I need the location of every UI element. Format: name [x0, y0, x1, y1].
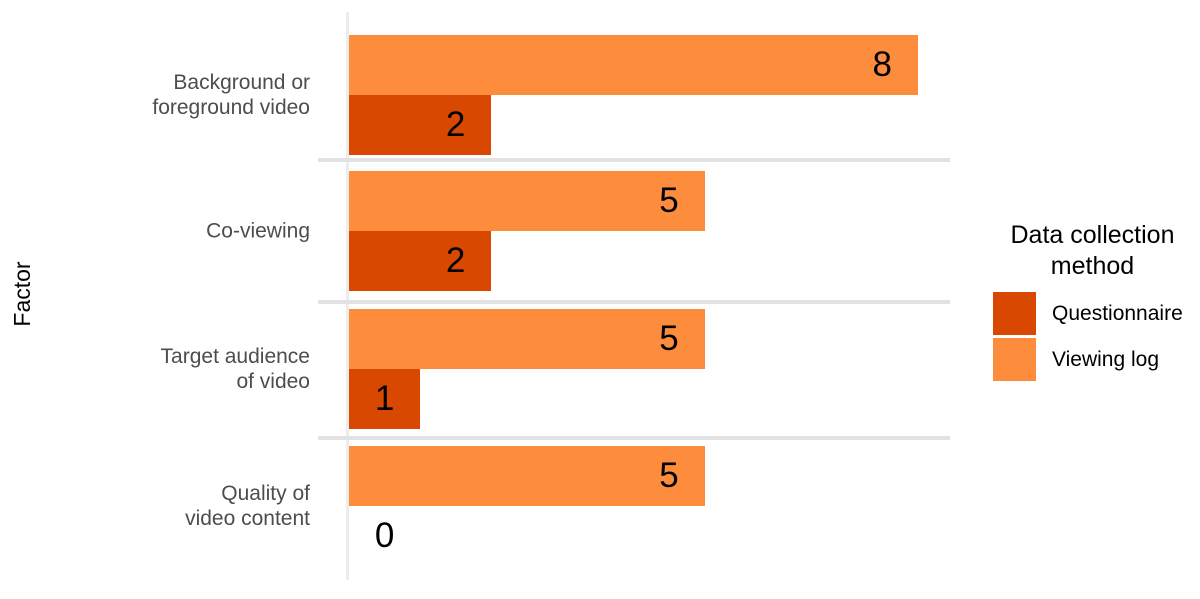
legend-title: Data collection method: [1010, 221, 1175, 280]
legend: Data collection method Questionnaire Vie…: [990, 220, 1195, 384]
value-label: 5: [659, 319, 679, 358]
value-label: 5: [659, 181, 679, 220]
category-label: Co-viewing: [206, 219, 310, 243]
value-label: 1: [374, 379, 395, 418]
legend-items: Questionnaire Viewing log: [990, 292, 1195, 381]
category-separator: [318, 158, 950, 162]
value-label: 2: [445, 105, 466, 144]
bar-viewing-log: [349, 446, 705, 506]
category-label: Background or foreground video: [152, 71, 310, 119]
value-label: 5: [659, 456, 679, 495]
bar-viewing-log: [349, 35, 918, 95]
legend-swatch-viewing-log: [993, 338, 1036, 381]
zero-gridline: [346, 12, 349, 580]
value-label: 0: [374, 516, 395, 555]
category-separator: [318, 436, 950, 440]
bar-group-target-audience-of-video: Target audience of video 5 1: [161, 309, 950, 429]
category-label: Target audience of video: [160, 345, 310, 393]
bar-group-co-viewing: Co-viewing 5 2: [206, 171, 950, 291]
value-label: 8: [872, 45, 892, 84]
legend-item-label: Questionnaire: [1052, 301, 1183, 325]
bar-group-background-or-foreground-video: Background or foreground video 8 2: [152, 35, 950, 155]
bar-viewing-log: [349, 309, 705, 369]
bar-questionnaire: [349, 369, 421, 429]
legend-item-viewing-log: Viewing log: [990, 338, 1195, 381]
bar-group-quality-of-video-content: Quality of video content 5 0: [185, 446, 950, 566]
bar-questionnaire: [349, 95, 492, 155]
bar-questionnaire: [349, 231, 492, 291]
plot-panel: Background or foreground video 8 2 Co-vi…: [152, 12, 950, 580]
category-label: Quality of video content: [185, 482, 310, 530]
value-label: 2: [445, 241, 466, 280]
y-axis-title: Factor: [9, 261, 35, 327]
legend-item-questionnaire: Questionnaire: [990, 292, 1195, 335]
legend-swatch-questionnaire: [993, 292, 1036, 335]
category-separator: [318, 300, 950, 304]
legend-item-label: Viewing log: [1052, 347, 1160, 371]
bar-viewing-log: [349, 171, 705, 231]
